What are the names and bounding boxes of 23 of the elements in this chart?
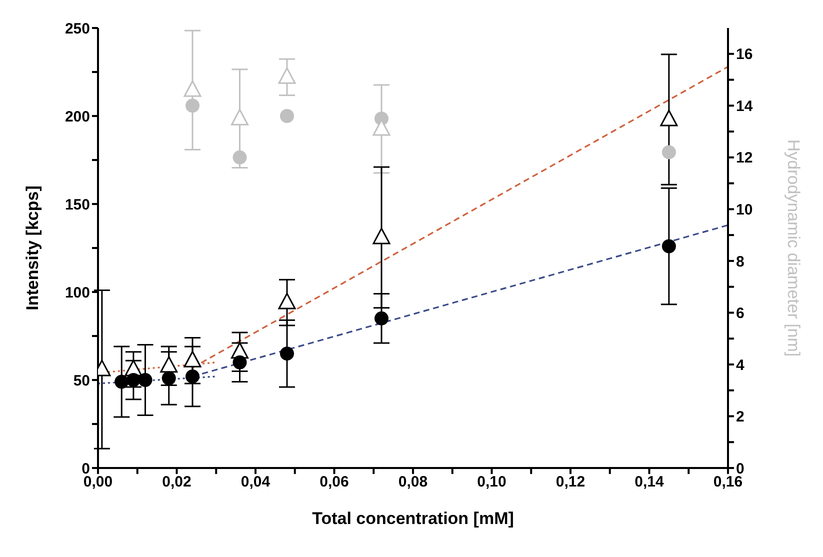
- y-tick-label: 50: [73, 372, 90, 390]
- x-tick-label: 0,02: [162, 474, 192, 491]
- y-tick-label: 100: [64, 284, 90, 302]
- x-tick-label: 0,04: [240, 474, 271, 491]
- y2-tick-label: 6: [736, 305, 744, 322]
- y2-tick-label: 4: [736, 356, 745, 374]
- x-tick-label: 0,10: [477, 474, 506, 491]
- y-tick-label: 150: [64, 196, 90, 214]
- y2-tick-label: 8: [736, 253, 744, 270]
- y2-axis-title: Hydrodynamic diameter [nm]: [784, 139, 803, 357]
- y2-tick-label: 2: [736, 408, 744, 426]
- x-tick-label: 0,08: [398, 474, 428, 491]
- x-tick-label: 0,06: [320, 474, 349, 491]
- y2-tick-label: 12: [736, 150, 753, 167]
- y-axis-title: Intensity [kcps]: [23, 186, 42, 310]
- y2-tick-label: 16: [736, 46, 753, 64]
- y-tick-label: 250: [64, 20, 90, 38]
- x-tick-label: 0,14: [634, 474, 664, 491]
- x-axis-title: Total concentration [mM]: [312, 509, 514, 528]
- y-tick-label: 200: [64, 108, 90, 126]
- x-tick-label: 0,12: [556, 474, 586, 491]
- y2-tick-label: 14: [736, 98, 754, 115]
- y2-tick-label: 10: [736, 202, 753, 218]
